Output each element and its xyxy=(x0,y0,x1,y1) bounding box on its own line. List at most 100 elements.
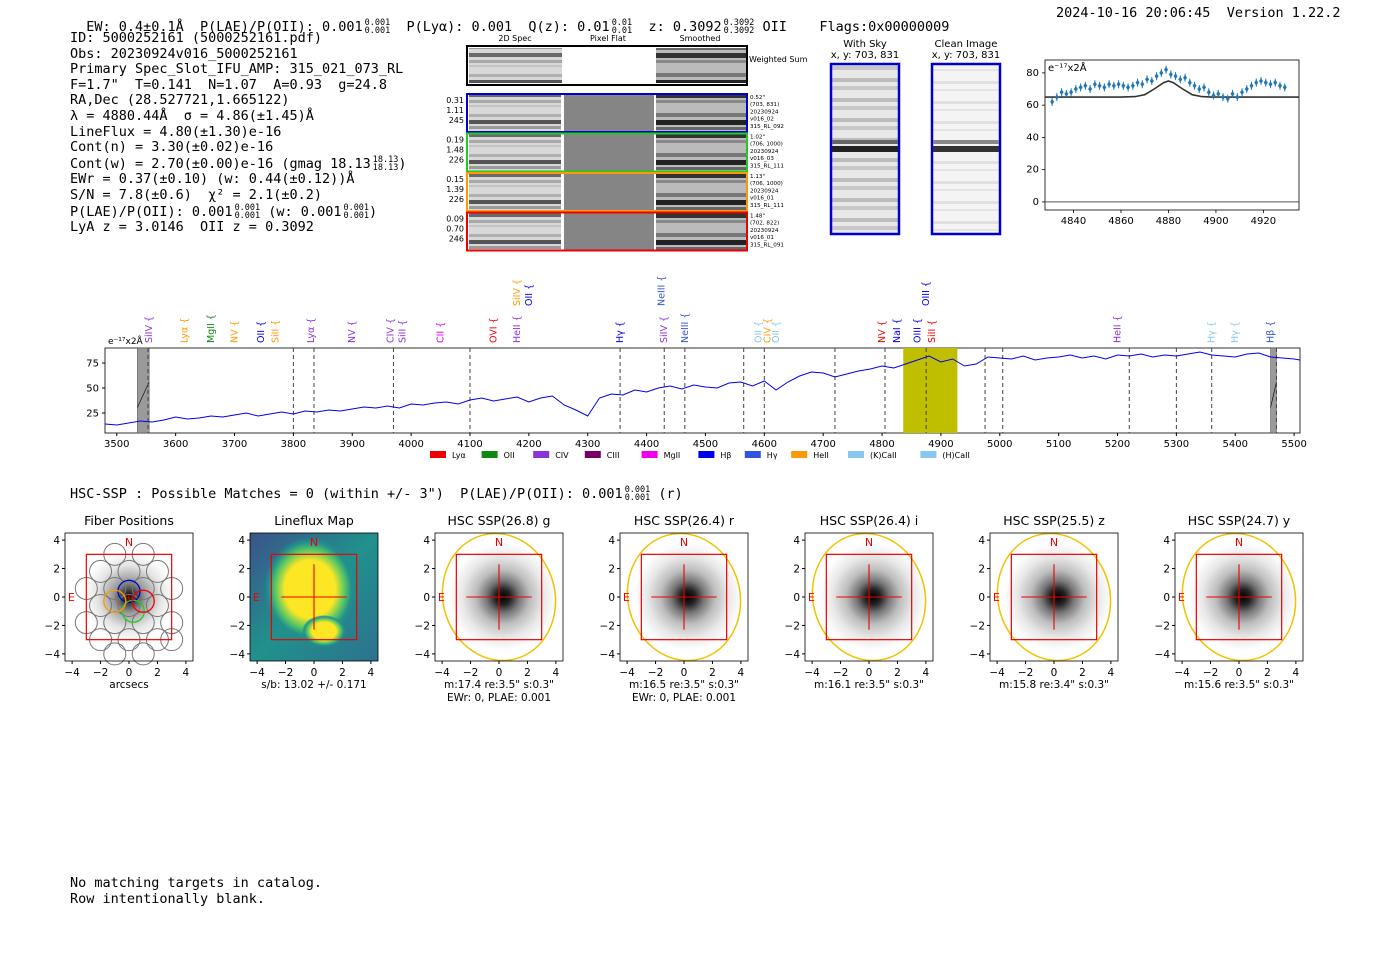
zoom-data-point xyxy=(1050,98,1055,105)
spectrum-line-label: OVI { xyxy=(489,317,500,343)
image-panel: Fiber Positions + N E 4 2 0 −2 −4−4 −2 0 2 4 arcsecs xyxy=(45,513,194,691)
spectrum-line-label: CII { xyxy=(436,322,447,343)
spectrum-xtick-label: 3900 xyxy=(340,439,365,450)
search-box xyxy=(455,553,543,641)
panel-ytick-label: 0 xyxy=(793,592,800,604)
header-datetime: 2024-10-16 20:06:45 xyxy=(1056,5,1211,21)
selected-fiber-circle xyxy=(121,599,145,623)
zoom-data-point xyxy=(1202,84,1207,91)
spectrum-xtick-label: 5100 xyxy=(1046,439,1071,450)
panel-ytick-label: 0 xyxy=(608,592,615,604)
header-z-sup: 0.3092 xyxy=(723,18,755,28)
spectrum-masked-region xyxy=(137,347,150,434)
cutout-row-label: 315_RL_111 xyxy=(750,163,784,169)
panel-caption: m:16.5 re:3.5" s:0.3" xyxy=(629,679,739,691)
cutout-grid: 2D Spec Pixel Flat Smoothed Weighted Sum… xyxy=(446,34,808,252)
spectrum-xtick-label: 5200 xyxy=(1105,439,1130,450)
legend-label: (H)CaII xyxy=(942,451,969,460)
legend-label: CIII xyxy=(607,451,620,460)
spectrum-unit-label: e⁻¹⁷x2Å xyxy=(108,335,144,347)
panel-ytick-label: 0 xyxy=(978,592,985,604)
panel-ytick-label: 2 xyxy=(238,564,245,576)
cutout-row-label: (706, 1000) xyxy=(750,181,783,187)
spectrum-xtick-label: 3700 xyxy=(222,439,247,450)
panel-xtick-label: 4 xyxy=(183,667,190,679)
cutout-row-label: 1.02" xyxy=(750,135,765,141)
panel-ytick-label: 2 xyxy=(608,564,615,576)
info-plae: P(LAE)/P(OII): 0.001 0.001 0.001 (w: 0.001… xyxy=(70,202,378,221)
selected-fiber-circle xyxy=(103,589,127,613)
panel-ytick-label: 4 xyxy=(608,535,615,547)
cutout-row-label: 1.13" xyxy=(750,174,765,180)
hsc-title-sup: 0.001 xyxy=(624,485,651,495)
zoom-ytick-label: 80 xyxy=(1026,68,1039,79)
spectrum-line-label: Hγ { xyxy=(615,321,626,343)
legend-label: Hβ xyxy=(720,451,731,460)
hsc-title-tail: (r) xyxy=(658,486,683,502)
zoom-data-point xyxy=(1130,82,1135,89)
panel-ytick-label: −4 xyxy=(785,649,801,661)
info-lineflux: LineFlux = 4.80(±1.30)e-16 xyxy=(70,123,282,140)
hsc-aperture-ellipse xyxy=(626,532,742,662)
panel-xtick-label: 4 xyxy=(923,667,930,679)
clean-emission xyxy=(933,146,999,152)
zoom-data-point xyxy=(1216,90,1221,97)
legend-label: HeII xyxy=(813,451,829,460)
panel-xtick-label: −2 xyxy=(93,667,108,679)
cutout-2dspec xyxy=(469,134,561,171)
spectrum-line-label: CIV { xyxy=(386,318,397,343)
panel-xtick-label: −4 xyxy=(619,667,635,679)
spectrum-line-label: SiII { xyxy=(927,320,938,343)
zoom-data-point xyxy=(1225,95,1230,102)
zoom-data-point xyxy=(1206,89,1211,96)
info-fwhm: F=1.7" T=0.141 N=1.07 A=0.93 g=24.8 xyxy=(70,76,387,93)
cutout-smoothed xyxy=(656,213,746,250)
header-datetime-version: 2024-10-16 20:06:45 Version 1.22.2 xyxy=(1056,5,1341,21)
with-sky-emission xyxy=(832,146,898,152)
zoom-data-point xyxy=(1069,89,1074,96)
zoom-data-point xyxy=(1254,79,1259,86)
cutout-pixelflat xyxy=(564,213,654,250)
info-sn: S/N = 7.8(±0.6) χ² = 2.1(±0.2) xyxy=(70,186,322,203)
panel-xtick-label: −2 xyxy=(1203,667,1218,679)
fiber-circle xyxy=(117,559,141,583)
info-contn: Cont(n) = 3.30(±0.02)e-16 xyxy=(70,139,274,156)
spectrum-xtick-label: 4300 xyxy=(575,439,600,450)
zoom-data-point xyxy=(1102,84,1107,91)
cutout-row-label: 1.48" xyxy=(750,214,765,220)
hsc-title-sub: 0.001 xyxy=(624,493,651,503)
cutout-row-value: 0.70 xyxy=(446,225,464,234)
fiber-circle xyxy=(89,594,113,618)
spectrum-highlight-region xyxy=(903,348,958,433)
info-lambda: λ = 4880.44Å σ = 4.86(±1.45)Å xyxy=(70,107,314,124)
panel-ytick-label: 0 xyxy=(53,592,60,604)
spectrum-line xyxy=(104,351,1301,426)
spectrum-top-line-label: OIII { xyxy=(921,281,932,306)
header-plae-sub: 0.001 xyxy=(364,26,391,36)
spectrum-xtick-label: 3800 xyxy=(281,439,306,450)
panel-ytick-label: 2 xyxy=(53,564,60,576)
panel-xtick-label: −2 xyxy=(463,667,478,679)
spectrum-xtick-label: 4800 xyxy=(869,439,894,450)
panel-xtick-label: 2 xyxy=(709,667,716,679)
panel-caption: m:16.1 re:3.5" s:0.3" xyxy=(814,679,924,691)
panel-ytick-label: −4 xyxy=(45,649,61,661)
panel-xtick-label: 0 xyxy=(866,667,873,679)
panel-ytick-label: −2 xyxy=(600,620,615,632)
zoom-ytick-label: 60 xyxy=(1026,100,1039,111)
panel-xtick-label: −4 xyxy=(64,667,80,679)
east-label: E xyxy=(993,591,1000,604)
clean-coords: x, y: 703, 831 xyxy=(932,50,1001,61)
zoom-xtick-label: 4880 xyxy=(1156,216,1181,227)
header-flags: Flags:0x00000009 xyxy=(819,19,950,35)
legend-swatch xyxy=(641,451,658,458)
zoom-data-point xyxy=(1145,76,1150,83)
panel-xtick-label: −4 xyxy=(434,667,450,679)
cutout-smoothed xyxy=(656,174,746,210)
cutout-row-value: 0.09 xyxy=(446,215,464,224)
cutout-smoothed xyxy=(656,95,746,131)
fiber-circle xyxy=(103,611,127,635)
cutout-row-label: 20230924 xyxy=(750,149,779,155)
info-plae-w: (w: 0.001 xyxy=(268,203,342,220)
